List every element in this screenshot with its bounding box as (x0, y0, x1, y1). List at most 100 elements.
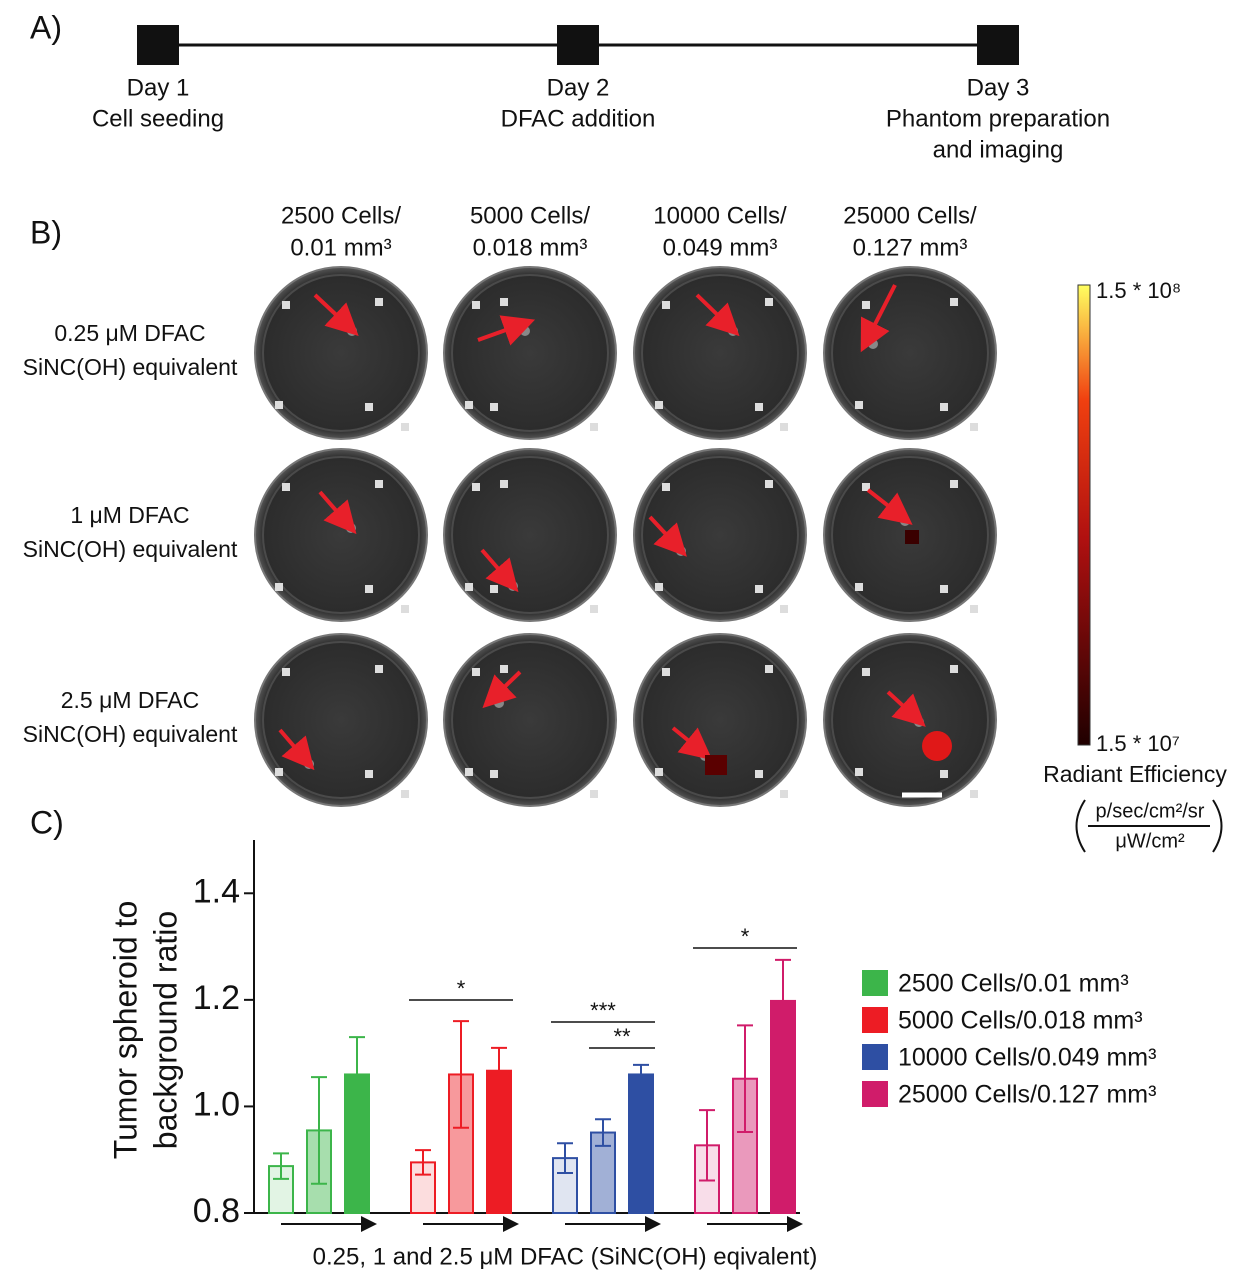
paren (1075, 799, 1086, 853)
bright-spot (862, 483, 870, 491)
spheroid (520, 326, 530, 336)
bright-spot (780, 423, 788, 431)
timeline-marker (137, 25, 179, 65)
bright-spot (862, 668, 870, 676)
legend-swatch (862, 1044, 888, 1070)
bright-spot (950, 298, 958, 306)
well-rim (262, 274, 420, 432)
bright-spot (855, 401, 863, 409)
bright-spot (365, 403, 373, 411)
signal (705, 755, 727, 775)
y-axis-label: background ratio (147, 911, 183, 1149)
bright-spot (275, 768, 283, 776)
timeline-label: and imaging (933, 136, 1064, 163)
timeline-label: Day 2 (547, 74, 610, 101)
arrow (477, 315, 536, 346)
bright-spot (655, 583, 663, 591)
bright-spot (780, 605, 788, 613)
column-header: 0.01 mm³ (290, 234, 391, 261)
colorbar-min: 1.5 * 10⁷ (1096, 731, 1180, 756)
error-bar (415, 1149, 431, 1176)
error-bar (737, 1024, 753, 1134)
bright-spot (472, 301, 480, 309)
significance: * (457, 976, 466, 1001)
y-tick-label: 0.8 (193, 1192, 240, 1230)
bright-spot (275, 583, 283, 591)
bright-spot (465, 401, 473, 409)
arrow (480, 548, 519, 593)
bright-spot (855, 768, 863, 776)
arrow (886, 690, 926, 727)
panel-label: A) (30, 9, 62, 45)
bright-spot (375, 480, 383, 488)
bright-spot (765, 298, 773, 306)
bright-spot (365, 585, 373, 593)
timeline-label: DFAC addition (501, 105, 656, 132)
spheroid (346, 523, 356, 533)
bright-spot (472, 668, 480, 676)
spheroid (868, 339, 878, 349)
content: Day 1 Cell seeding Day 2 DFAC addition Day 3… (23, 25, 1227, 1270)
error-bar (775, 958, 791, 1043)
x-axis-label: 0.25, 1 and 2.5 μM DFAC (SiNC(OH) eqival… (313, 1243, 818, 1270)
bright-spot (662, 301, 670, 309)
bright-spot (970, 423, 978, 431)
well-rim (831, 641, 989, 799)
bright-spot (590, 790, 598, 798)
legend-label: 2500 Cells/0.01 mm³ (898, 970, 1129, 998)
arrow (695, 293, 740, 337)
legend-label: 5000 Cells/0.018 mm³ (898, 1007, 1143, 1035)
error-bar (453, 1020, 469, 1129)
bright-spot (950, 665, 958, 673)
bright-spot (655, 768, 663, 776)
bright-spot (765, 665, 773, 673)
timeline-label: Day 1 (127, 74, 190, 101)
legend-swatch (862, 1007, 888, 1033)
bright-spot (755, 770, 763, 778)
arrow (482, 670, 522, 709)
row-label: SiNC(OH) equivalent (23, 354, 238, 380)
row-label: 2.5 μM DFAC (61, 687, 200, 713)
y-tick-label: 1.0 (193, 1085, 240, 1123)
colorbar-title: Radiant Efficiency (1043, 761, 1227, 787)
well-rim (451, 456, 609, 614)
colorbar-unit: μW/cm² (1115, 830, 1185, 852)
significance: ** (613, 1024, 631, 1049)
spheroid (347, 326, 357, 336)
panel-label: B) (30, 214, 62, 250)
column-header: 2500 Cells/ (281, 202, 401, 229)
column-header: 10000 Cells/ (653, 202, 787, 229)
spheroid (676, 546, 686, 556)
arrow (671, 726, 713, 761)
error-bar (311, 1076, 327, 1185)
well-image (443, 448, 617, 622)
legend-swatch (862, 1081, 888, 1107)
well-rim (451, 641, 609, 799)
bright-spot (780, 790, 788, 798)
error-bar (491, 1046, 507, 1095)
bright-spot (970, 790, 978, 798)
spheroid (494, 698, 504, 708)
signal (905, 530, 919, 544)
bright-spot (940, 585, 948, 593)
bright-spot (755, 403, 763, 411)
bright-spot (490, 403, 498, 411)
bar (628, 1073, 654, 1215)
bright-spot (490, 770, 498, 778)
bright-spot (500, 480, 508, 488)
well-rim (641, 456, 799, 614)
timeline-marker (977, 25, 1019, 65)
bright-spot (500, 665, 508, 673)
well-rim (262, 456, 420, 614)
error-bar (595, 1118, 611, 1147)
row-label: 1 μM DFAC (70, 502, 189, 528)
well-rim (831, 456, 989, 614)
bright-spot (950, 480, 958, 488)
bright-spot (765, 480, 773, 488)
legend-swatch (862, 970, 888, 996)
bright-spot (590, 423, 598, 431)
column-header: 5000 Cells/ (470, 202, 590, 229)
bright-spot (365, 770, 373, 778)
